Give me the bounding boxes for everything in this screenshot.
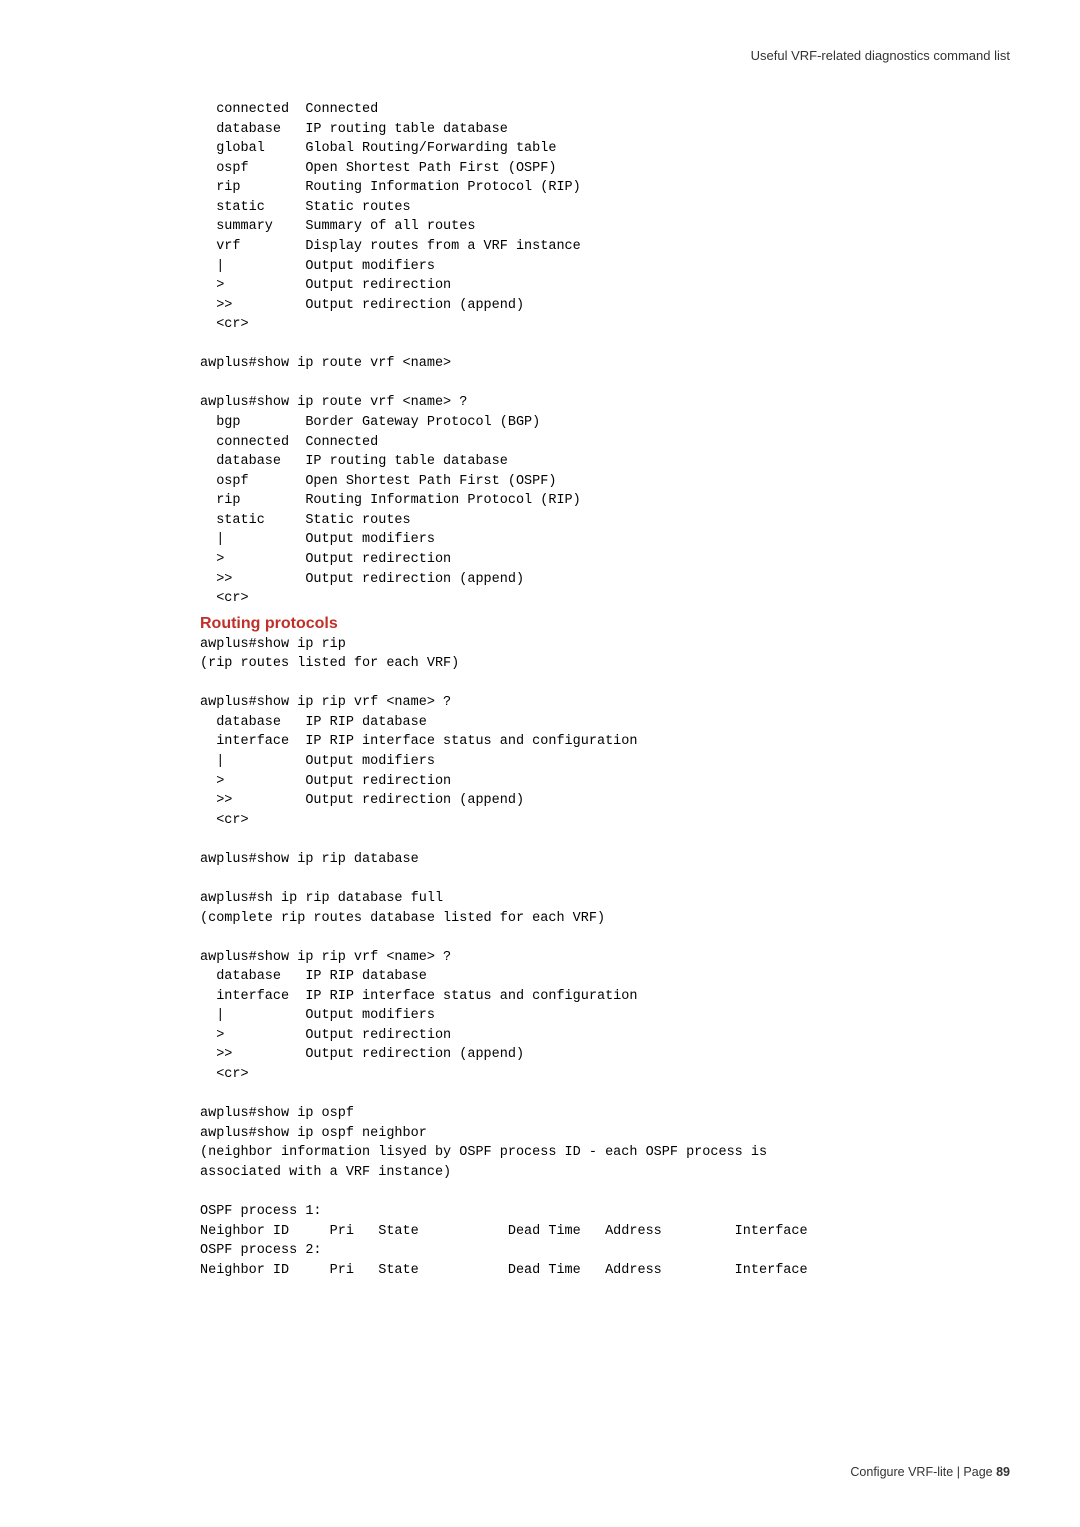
page-header-title: Useful VRF-related diagnostics command l… bbox=[751, 48, 1010, 63]
section-heading-routing-protocols: Routing protocols bbox=[200, 615, 1010, 633]
code-block-1: connected Connected database IP routing … bbox=[200, 100, 1010, 609]
page-footer: Configure VRF-lite | Page 89 bbox=[850, 1465, 1010, 1479]
footer-text: Configure VRF-lite | Page bbox=[850, 1465, 996, 1479]
code-block-2: awplus#show ip rip (rip routes listed fo… bbox=[200, 635, 1010, 1281]
footer-page-number: 89 bbox=[996, 1465, 1010, 1479]
main-content: connected Connected database IP routing … bbox=[200, 100, 1010, 1280]
